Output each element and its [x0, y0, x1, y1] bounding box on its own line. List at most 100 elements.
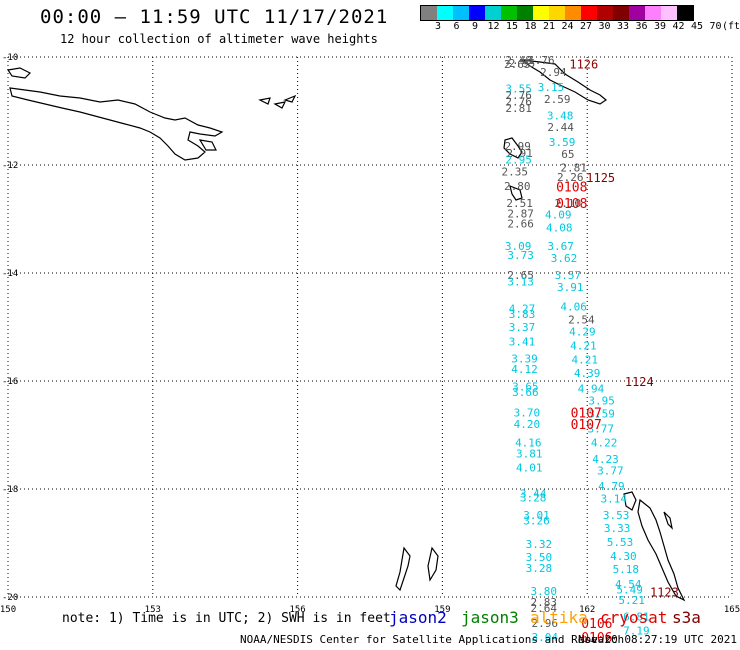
longitude-label: 156 — [289, 605, 305, 615]
colorbar-label: 15 — [505, 21, 519, 32]
coastline-vanuatu — [395, 491, 686, 602]
colorbar-swatch — [517, 6, 533, 20]
pass-time-label: 1124 — [625, 375, 654, 389]
wave-height-value: 4.94 — [578, 383, 605, 396]
axis-labels: -10 -12 -14 -16 -18 -20 150 153 156 159 162 165 — [0, 53, 740, 615]
colorbar-label: 3 — [434, 21, 442, 32]
coastline-solomon-islands — [503, 59, 608, 201]
colorbar-label: (ft) — [721, 21, 740, 32]
colorbar-swatch — [629, 6, 645, 20]
colorbar-swatch — [533, 6, 549, 20]
observation-values: 2.481.762.652.952.943.55 3.152.762.76 2.59… — [502, 54, 650, 644]
satellite-altika: altika — [530, 608, 588, 627]
wave-height-value: 3.55 — [505, 82, 532, 95]
longitude-label: 159 — [434, 605, 450, 615]
wave-height-value: 4.39 — [574, 367, 601, 380]
wave-height-value: 4.01 — [516, 461, 543, 474]
wave-height-value: 3.28 — [526, 562, 553, 575]
wave-height-value: 2.81 — [505, 102, 532, 115]
pass-time-label: 1126 — [569, 57, 598, 71]
wave-height-value: 2.96 — [531, 617, 558, 630]
wave-height-value: 4.79 — [598, 480, 625, 493]
wave-height-value: 2.76 — [505, 95, 532, 108]
wave-height-value: 3.15 — [538, 81, 565, 94]
wave-height-value: 3.83 — [509, 308, 536, 321]
wave-height-value: 3.67 — [547, 240, 574, 253]
pass-time-label: 1125 — [586, 171, 615, 185]
latitude-label: -14 — [2, 269, 18, 279]
wave-height-value: 2.35 — [502, 165, 529, 178]
pass-time-label: 0108 — [556, 181, 587, 196]
colorbar-swatch — [661, 6, 677, 20]
colorbar-swatch — [677, 6, 693, 20]
wave-height-value: 3.09 — [505, 240, 532, 253]
coastlines — [6, 59, 686, 602]
latitude-label: -16 — [2, 377, 18, 387]
wave-height-value: 4.21 — [570, 339, 597, 352]
wave-height-value: 2.91 — [506, 147, 533, 160]
pass-time-label: 0107 — [571, 406, 602, 421]
wave-height-value: 3.28 — [520, 492, 547, 505]
pass-time-label: 1123 — [650, 586, 679, 600]
wave-height-value: 4.29 — [569, 325, 596, 338]
colorbar-swatch — [437, 6, 453, 20]
colorbar-label: 6 — [453, 21, 460, 32]
satellite-s3a: s3a — [672, 608, 701, 627]
wave-height-value: 2.66 — [507, 217, 534, 230]
wave-height-value: 5.53 — [607, 536, 634, 549]
colorbar-swatch — [597, 6, 613, 20]
colorbar-label: 27 — [579, 21, 593, 32]
latitude-label: -10 — [2, 53, 18, 63]
wave-height-value: 4.08 — [546, 222, 573, 235]
wave-height-value: 3.44 — [520, 487, 547, 500]
colorbar-swatch — [485, 6, 501, 20]
longitude-label: 165 — [724, 605, 740, 615]
wave-height-value: 2.83 — [531, 596, 558, 609]
wave-height-value: 3.53 — [603, 509, 630, 522]
wave-height-value: 4.30 — [610, 550, 637, 563]
credit-text: NOAA/NESDIS Center for Satellite Applica… — [240, 633, 625, 646]
wave-height-value: 3.50 — [526, 551, 553, 564]
colorbar-swatch — [501, 6, 517, 20]
wave-height-value: 3.01 — [523, 509, 550, 522]
satellite-jason2: jason2 — [389, 608, 447, 627]
colorbar-swatch — [565, 6, 581, 20]
latitude-label: -12 — [2, 161, 18, 171]
wave-height-value: 5.18 — [613, 563, 640, 576]
wave-height-value: 2.54 — [568, 313, 595, 326]
chart-title: 00:00 — 11:59 UTC 11/17/2021 — [40, 6, 389, 28]
wave-height-value: 3.39 — [511, 352, 538, 365]
wave-height-value: 3.04 — [531, 631, 558, 644]
pass-time-label: 0108 — [556, 197, 587, 212]
colorbar-label: 9 — [471, 21, 479, 32]
wave-height-value: 3.59 — [549, 136, 576, 149]
wave-height-value: 2.59 — [544, 93, 571, 106]
chart-subtitle: 12 hour collection of altimeter wave hei… — [60, 32, 378, 46]
wave-height-value: 2.95 — [505, 154, 532, 167]
wave-height-value: 2.65 — [507, 269, 534, 282]
wave-height-value: 3.13 — [507, 276, 534, 289]
wave-height-value: 5.49 — [616, 583, 643, 596]
wave-height-value: 2.94 — [540, 66, 567, 79]
wave-height-value: 7.19 — [623, 624, 650, 637]
colorbar-label: 45 — [690, 21, 704, 32]
wave-height-value: 3.33 — [604, 522, 631, 535]
wave-height-value: 4.09 — [545, 209, 572, 222]
satellite-jason3: jason3 — [461, 608, 519, 627]
wave-height-value: 3.73 — [507, 249, 534, 262]
units-note: note: 1) Time is in UTC; 2) SWH is in fe… — [62, 611, 391, 626]
longitude-label: 150 — [0, 605, 16, 615]
colorbar-swatch — [421, 6, 437, 20]
pass-time-label: 0106 — [581, 631, 612, 646]
wave-height-value: 4.54 — [615, 578, 642, 591]
wave-height-value: 2.26 — [557, 171, 584, 184]
wave-height-value: 65 — [561, 148, 574, 161]
colorbar-swatch — [453, 6, 469, 20]
wave-height-value: 2.65 — [504, 58, 531, 71]
wave-height-value: 3.81 — [516, 447, 543, 460]
wave-height-value: 2.80 — [504, 180, 531, 193]
wave-height-value: 3.41 — [509, 336, 536, 349]
wave-height-value: 3.91 — [557, 281, 584, 294]
wave-height-value: 2.48 — [505, 54, 532, 67]
wave-height-value: 4.27 — [509, 303, 536, 316]
